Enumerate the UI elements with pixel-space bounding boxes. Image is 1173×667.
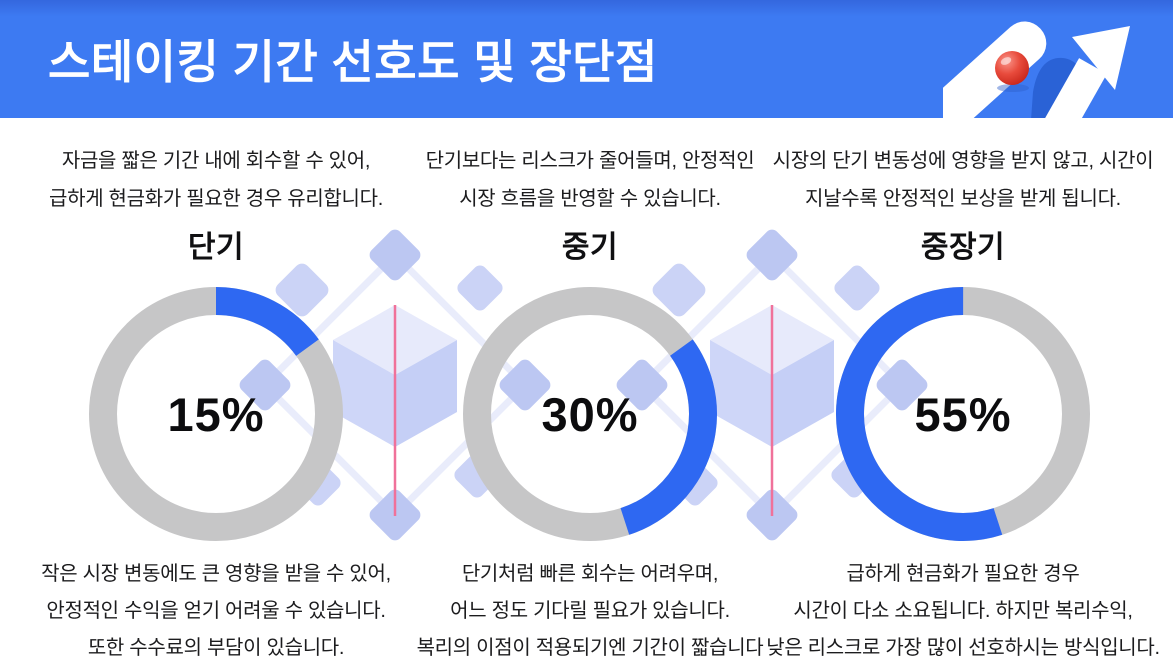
donut-chart-mid: 30% (460, 284, 720, 544)
donut-value-arc (89, 287, 343, 541)
pros-text: 자금을 짧은 기간 내에 회수할 수 있어, 급하게 현금화가 필요한 경우 유… (49, 150, 383, 210)
cons-text: 단기처럼 빠른 회수는 어려우며, 어느 정도 기다릴 필요가 있습니다. 복리… (416, 563, 764, 659)
percent-value: 55% (914, 387, 1012, 441)
ball-highlight (1000, 57, 1012, 65)
percent-value: 15% (167, 387, 265, 441)
arrow-head (1072, 26, 1130, 90)
donut-chart (463, 287, 717, 541)
pros-text: 시장의 단기 변동성에 영향을 받지 않고, 시간이 지날수록 안정적인 보상을… (772, 150, 1154, 210)
pros-text: 단기보다는 리스크가 줄어들며, 안정적인 시장 흐름을 반영할 수 있습니다. (425, 150, 755, 210)
donut-chart (89, 287, 343, 541)
donut-chart-short: 15% (86, 284, 346, 544)
period-column-mid: 단기보다는 리스크가 줄어들며, 안정적인 시장 흐름을 반영할 수 있습니다.… (400, 0, 780, 660)
ramp-band (943, 21, 1047, 118)
arrow-tail (1045, 58, 1107, 118)
period-label: 중장기 (920, 231, 1006, 264)
donut-chart-mid-long: 55% (833, 284, 1093, 544)
percent-value: 30% (541, 387, 639, 441)
growth-arrow-icon (943, 21, 1130, 118)
period-column-mid-long: 시장의 단기 변동성에 영향을 받지 않고, 시간이 지날수록 안정적인 보상을… (753, 0, 1173, 660)
donut-value-arc (463, 287, 717, 541)
ball-shadow (997, 84, 1029, 92)
donut-chart (836, 287, 1090, 541)
period-label: 단기 (187, 231, 245, 264)
header-banner: 스테이킹 기간 선호도 및 장단점 (0, 0, 1173, 118)
page-title: 스테이킹 기간 선호도 및 장단점 (48, 36, 658, 88)
cons-text: 작은 시장 변동에도 큰 영향을 받을 수 있어, 안정적인 수익을 얻기 어려… (41, 563, 391, 659)
period-label: 중기 (561, 231, 619, 264)
cons-text: 급하게 현금화가 필요한 경우 시간이 다소 소요됩니다. 하지만 복리수익, … (766, 563, 1160, 659)
period-column-short: 자금을 짧은 기간 내에 회수할 수 있어, 급하게 현금화가 필요한 경우 유… (26, 0, 406, 660)
